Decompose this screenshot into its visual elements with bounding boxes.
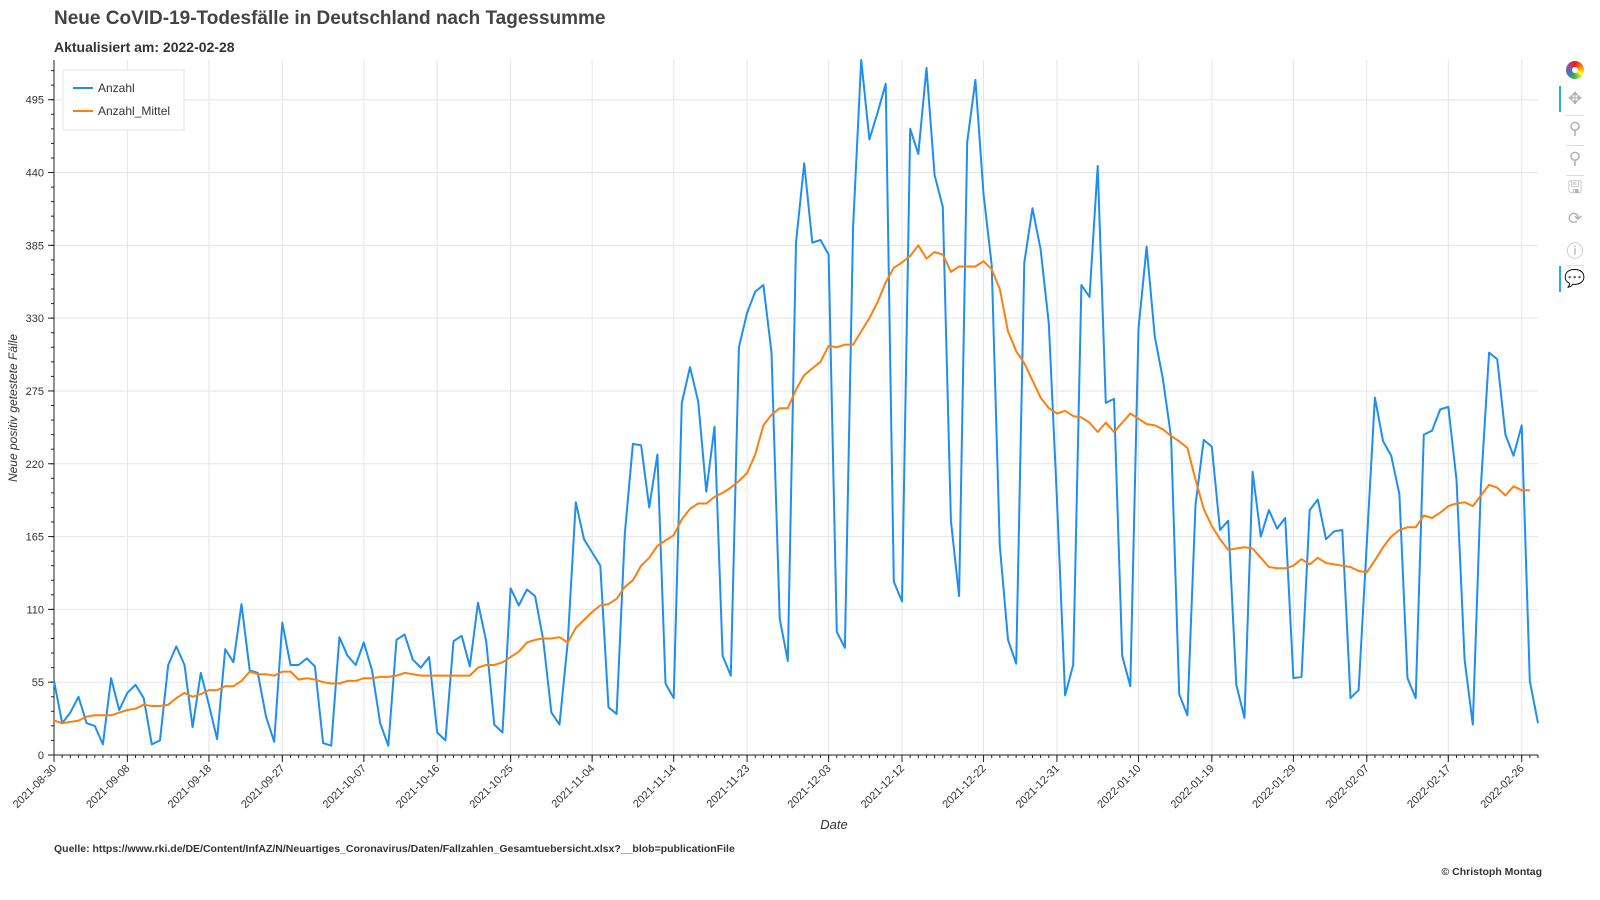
x-tick-label: 2021-08-30 (11, 763, 59, 811)
x-tick-label: 2021-10-16 (394, 763, 442, 811)
x-tick-label: 2022-01-10 (1095, 763, 1143, 811)
y-tick-label: 440 (26, 168, 44, 180)
series-lines (53, 59, 1539, 747)
x-tick-label: 2021-11-23 (705, 763, 753, 811)
wheel-zoom-icon[interactable]: ⚲ (1568, 149, 1582, 168)
source-note: Quelle: https://www.rki.de/DE/Content/In… (54, 843, 735, 855)
x-tick-label: 2021-09-18 (166, 763, 214, 811)
toolbar-separator (1566, 115, 1584, 116)
axes: 0 55 110 165 220 275 330 385 440 495 2021-08-30 202… (6, 60, 1539, 832)
y-axis-label: Neue positiv getestete Fälle (6, 334, 20, 482)
help-icon[interactable]: ⓘ (1566, 241, 1584, 261)
pan-icon[interactable]: ✥ (1559, 86, 1588, 112)
y-tick-label: 165 (26, 532, 44, 544)
x-tick-label: 2022-02-17 (1405, 763, 1453, 811)
x-tick-label: 2022-02-26 (1479, 763, 1527, 811)
chart-subtitle: Aktualisiert am: 2022-02-28 (54, 39, 235, 55)
y-tick-label: 55 (32, 677, 44, 689)
x-axis-label: Date (820, 817, 847, 832)
box-zoom-icon[interactable]: ⚲ (1568, 119, 1582, 138)
x-tick-label: 2022-02-07 (1324, 763, 1372, 811)
y-tick-label: 110 (26, 604, 44, 616)
x-tick-label: 2021-12-12 (859, 763, 907, 811)
x-tick-label: 2022-01-19 (1169, 763, 1217, 811)
save-icon[interactable]: 🖫 (1567, 177, 1583, 197)
toolbar-separator (1566, 265, 1584, 266)
x-tick-label: 2021-10-07 (321, 763, 369, 811)
x-tick-label: 2021-09-08 (84, 763, 132, 811)
x-tick-label: 2022-01-29 (1250, 763, 1298, 811)
legend-label: Anzahl (98, 81, 135, 95)
grid (53, 60, 1538, 756)
x-tick-label: 2021-11-14 (631, 763, 679, 811)
legend-label: Anzahl_Mittel (98, 104, 170, 118)
hover-icon[interactable]: 💬 (1559, 266, 1588, 292)
credit-note: © Christoph Montag (1441, 866, 1542, 878)
series-line-anzahl (53, 59, 1539, 747)
series-line-anzahl-mittel (53, 244, 1530, 725)
x-tick-label: 2021-11-04 (550, 763, 598, 811)
y-tick-label: 330 (26, 313, 44, 325)
x-tick-label: 2021-10-25 (467, 763, 515, 811)
y-tick-label: 495 (26, 95, 44, 107)
chart-title: Neue CoVID-19-Todesfälle in Deutschland … (54, 8, 606, 29)
x-tick-label: 2021-12-03 (785, 763, 833, 811)
x-tick-label: 2021-12-31 (1014, 763, 1062, 811)
toolbar-separator (1566, 175, 1584, 176)
x-tick-label: 2021-09-27 (239, 763, 287, 811)
reset-icon[interactable]: ⟳ (1567, 209, 1583, 228)
y-tick-label: 220 (26, 459, 44, 471)
x-tick-label: 2021-12-22 (940, 763, 988, 811)
bokeh-logo-icon[interactable] (1562, 58, 1588, 84)
legend: Anzahl Anzahl_Mittel (62, 69, 185, 131)
y-tick-label: 385 (26, 240, 44, 252)
toolbar-separator (1566, 145, 1584, 146)
y-tick-label: 275 (26, 386, 44, 398)
y-tick-label: 0 (38, 750, 44, 762)
legend-box (62, 69, 185, 131)
